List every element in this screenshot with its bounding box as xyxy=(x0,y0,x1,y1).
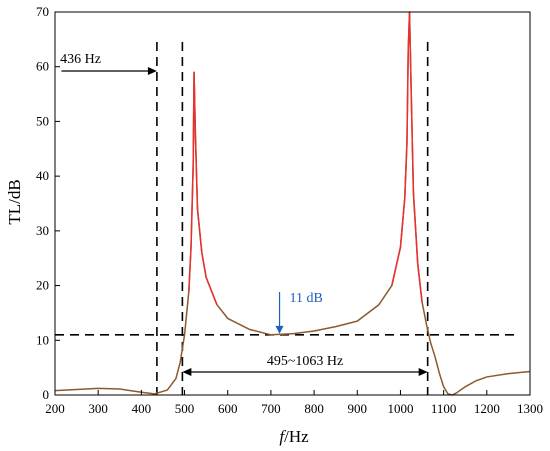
annotations: 436 Hz 11 dB 495~1063 Hz xyxy=(60,52,428,376)
arrow-436-head xyxy=(147,67,157,75)
x-tick-label: 1200 xyxy=(474,401,500,416)
x-axis-title-italic: f xyxy=(279,427,286,446)
y-tick-label: 40 xyxy=(36,168,49,183)
x-tick-label: 1000 xyxy=(387,401,413,416)
x-tick-label: 1100 xyxy=(431,401,457,416)
y-tick-label: 60 xyxy=(36,59,49,74)
x-tick-label: 700 xyxy=(261,401,281,416)
arrow-11db-head xyxy=(275,325,284,334)
y-axis-title: TL/dB xyxy=(5,179,24,224)
y-tick-label: 20 xyxy=(36,278,49,293)
band-arrow-right-head xyxy=(418,368,428,376)
x-tick-label: 400 xyxy=(132,401,152,416)
x-axis-title: f/Hz xyxy=(279,427,309,446)
y-tick-label: 70 xyxy=(36,4,49,19)
x-axis-title-unit: /Hz xyxy=(284,427,309,446)
label-436hz: 436 Hz xyxy=(60,52,101,67)
reference-lines xyxy=(55,42,518,395)
x-tick-label: 200 xyxy=(45,401,65,416)
y-tick-label: 10 xyxy=(36,332,49,347)
x-tick-label: 800 xyxy=(304,401,324,416)
plot-frame xyxy=(54,11,531,396)
x-tick-label: 1300 xyxy=(517,401,543,416)
tl-curve-peaks xyxy=(188,11,423,305)
series-layer xyxy=(54,11,531,396)
y-tick-label: 0 xyxy=(43,387,50,402)
x-tick-label: 600 xyxy=(218,401,238,416)
y-tick-label: 30 xyxy=(36,223,49,238)
axes: 200 300 400 500 600 700 800 900 1000 1100 1200 1300… xyxy=(36,4,543,416)
x-tick-label: 900 xyxy=(348,401,368,416)
label-band: 495~1063 Hz xyxy=(267,354,343,369)
x-tick-label: 500 xyxy=(175,401,195,416)
band-arrow-left-head xyxy=(182,368,192,376)
x-tick-label: 300 xyxy=(88,401,108,416)
label-11db: 11 dB xyxy=(290,291,323,306)
y-tick-label: 50 xyxy=(36,113,49,128)
tl-curve xyxy=(54,11,531,396)
